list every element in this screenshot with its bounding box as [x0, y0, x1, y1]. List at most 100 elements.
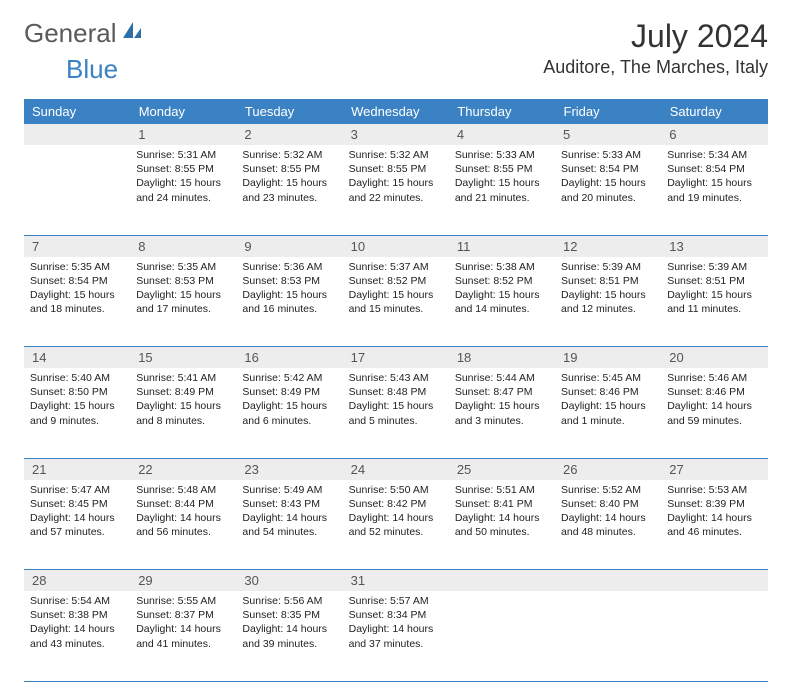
sunset-text: Sunset: 8:35 PM	[242, 608, 336, 622]
week-4-nums: 28293031	[24, 570, 768, 592]
day-content: Sunrise: 5:52 AMSunset: 8:40 PMDaylight:…	[555, 480, 661, 546]
day2-text: and 46 minutes.	[667, 525, 761, 539]
sunrise-text: Sunrise: 5:45 AM	[561, 371, 655, 385]
daycell-3-5: Sunrise: 5:52 AMSunset: 8:40 PMDaylight:…	[555, 480, 661, 570]
week-2-cells: Sunrise: 5:40 AMSunset: 8:50 PMDaylight:…	[24, 368, 768, 458]
dow-saturday: Saturday	[661, 99, 767, 124]
day2-text: and 52 minutes.	[349, 525, 443, 539]
sunset-text: Sunset: 8:52 PM	[349, 274, 443, 288]
calendar-table: SundayMondayTuesdayWednesdayThursdayFrid…	[24, 99, 768, 682]
month-title: July 2024	[543, 18, 768, 55]
day-content: Sunrise: 5:33 AMSunset: 8:55 PMDaylight:…	[449, 145, 555, 211]
day-content: Sunrise: 5:50 AMSunset: 8:42 PMDaylight:…	[343, 480, 449, 546]
sunset-text: Sunset: 8:55 PM	[349, 162, 443, 176]
day1-text: Daylight: 15 hours	[667, 176, 761, 190]
sunset-text: Sunset: 8:53 PM	[242, 274, 336, 288]
day1-text: Daylight: 15 hours	[136, 176, 230, 190]
day-content: Sunrise: 5:35 AMSunset: 8:54 PMDaylight:…	[24, 257, 130, 323]
sunrise-text: Sunrise: 5:41 AM	[136, 371, 230, 385]
day-content: Sunrise: 5:57 AMSunset: 8:34 PMDaylight:…	[343, 591, 449, 657]
daynum-0-2: 2	[236, 124, 342, 145]
daynum-2-1: 15	[130, 347, 236, 369]
daynum-4-3: 31	[343, 570, 449, 592]
sunrise-text: Sunrise: 5:44 AM	[455, 371, 549, 385]
daycell-0-6: Sunrise: 5:34 AMSunset: 8:54 PMDaylight:…	[661, 145, 767, 235]
daynum-1-3: 10	[343, 235, 449, 257]
sunrise-text: Sunrise: 5:36 AM	[242, 260, 336, 274]
daycell-1-3: Sunrise: 5:37 AMSunset: 8:52 PMDaylight:…	[343, 257, 449, 347]
day1-text: Daylight: 14 hours	[136, 622, 230, 636]
day2-text: and 54 minutes.	[242, 525, 336, 539]
daycell-1-2: Sunrise: 5:36 AMSunset: 8:53 PMDaylight:…	[236, 257, 342, 347]
sunrise-text: Sunrise: 5:35 AM	[30, 260, 124, 274]
daynum-4-2: 30	[236, 570, 342, 592]
day2-text: and 5 minutes.	[349, 414, 443, 428]
day1-text: Daylight: 15 hours	[455, 176, 549, 190]
day-content: Sunrise: 5:46 AMSunset: 8:46 PMDaylight:…	[661, 368, 767, 434]
daycell-1-0: Sunrise: 5:35 AMSunset: 8:54 PMDaylight:…	[24, 257, 130, 347]
daycell-2-1: Sunrise: 5:41 AMSunset: 8:49 PMDaylight:…	[130, 368, 236, 458]
daycell-4-2: Sunrise: 5:56 AMSunset: 8:35 PMDaylight:…	[236, 591, 342, 681]
day1-text: Daylight: 15 hours	[136, 399, 230, 413]
brand-part1: General	[24, 18, 117, 49]
sunset-text: Sunset: 8:43 PM	[242, 497, 336, 511]
daynum-4-0: 28	[24, 570, 130, 592]
daycell-4-6	[661, 591, 767, 681]
sunrise-text: Sunrise: 5:48 AM	[136, 483, 230, 497]
daynum-1-1: 8	[130, 235, 236, 257]
daycell-0-2: Sunrise: 5:32 AMSunset: 8:55 PMDaylight:…	[236, 145, 342, 235]
day1-text: Daylight: 15 hours	[242, 288, 336, 302]
daynum-3-4: 25	[449, 458, 555, 480]
sunset-text: Sunset: 8:49 PM	[136, 385, 230, 399]
day1-text: Daylight: 15 hours	[136, 288, 230, 302]
sunrise-text: Sunrise: 5:33 AM	[455, 148, 549, 162]
week-1-nums: 78910111213	[24, 235, 768, 257]
day1-text: Daylight: 14 hours	[667, 511, 761, 525]
day1-text: Daylight: 15 hours	[455, 399, 549, 413]
sunset-text: Sunset: 8:54 PM	[667, 162, 761, 176]
daynum-2-3: 17	[343, 347, 449, 369]
sunset-text: Sunset: 8:37 PM	[136, 608, 230, 622]
sunrise-text: Sunrise: 5:31 AM	[136, 148, 230, 162]
sunset-text: Sunset: 8:51 PM	[667, 274, 761, 288]
daycell-0-3: Sunrise: 5:32 AMSunset: 8:55 PMDaylight:…	[343, 145, 449, 235]
dow-monday: Monday	[130, 99, 236, 124]
daycell-3-6: Sunrise: 5:53 AMSunset: 8:39 PMDaylight:…	[661, 480, 767, 570]
dow-row: SundayMondayTuesdayWednesdayThursdayFrid…	[24, 99, 768, 124]
daynum-0-6: 6	[661, 124, 767, 145]
sunrise-text: Sunrise: 5:53 AM	[667, 483, 761, 497]
day1-text: Daylight: 14 hours	[242, 511, 336, 525]
dow-friday: Friday	[555, 99, 661, 124]
day-content: Sunrise: 5:34 AMSunset: 8:54 PMDaylight:…	[661, 145, 767, 211]
day2-text: and 16 minutes.	[242, 302, 336, 316]
daynum-0-5: 5	[555, 124, 661, 145]
sunset-text: Sunset: 8:45 PM	[30, 497, 124, 511]
day2-text: and 57 minutes.	[30, 525, 124, 539]
calendar-body: 123456Sunrise: 5:31 AMSunset: 8:55 PMDay…	[24, 124, 768, 681]
day1-text: Daylight: 15 hours	[349, 399, 443, 413]
sunset-text: Sunset: 8:51 PM	[561, 274, 655, 288]
day1-text: Daylight: 14 hours	[136, 511, 230, 525]
day-content: Sunrise: 5:36 AMSunset: 8:53 PMDaylight:…	[236, 257, 342, 323]
sunset-text: Sunset: 8:38 PM	[30, 608, 124, 622]
daycell-1-4: Sunrise: 5:38 AMSunset: 8:52 PMDaylight:…	[449, 257, 555, 347]
sunrise-text: Sunrise: 5:54 AM	[30, 594, 124, 608]
daycell-0-0	[24, 145, 130, 235]
day-content: Sunrise: 5:35 AMSunset: 8:53 PMDaylight:…	[130, 257, 236, 323]
sunset-text: Sunset: 8:34 PM	[349, 608, 443, 622]
daynum-0-0	[24, 124, 130, 145]
day1-text: Daylight: 15 hours	[242, 176, 336, 190]
sunrise-text: Sunrise: 5:46 AM	[667, 371, 761, 385]
daynum-4-4	[449, 570, 555, 592]
daynum-3-6: 27	[661, 458, 767, 480]
sunrise-text: Sunrise: 5:56 AM	[242, 594, 336, 608]
sunset-text: Sunset: 8:39 PM	[667, 497, 761, 511]
day2-text: and 15 minutes.	[349, 302, 443, 316]
dow-wednesday: Wednesday	[343, 99, 449, 124]
day2-text: and 23 minutes.	[242, 191, 336, 205]
day1-text: Daylight: 15 hours	[30, 288, 124, 302]
day-content: Sunrise: 5:37 AMSunset: 8:52 PMDaylight:…	[343, 257, 449, 323]
sunset-text: Sunset: 8:48 PM	[349, 385, 443, 399]
week-4-cells: Sunrise: 5:54 AMSunset: 8:38 PM Daylight:…	[24, 591, 768, 681]
sunrise-text: Sunrise: 5:32 AM	[349, 148, 443, 162]
